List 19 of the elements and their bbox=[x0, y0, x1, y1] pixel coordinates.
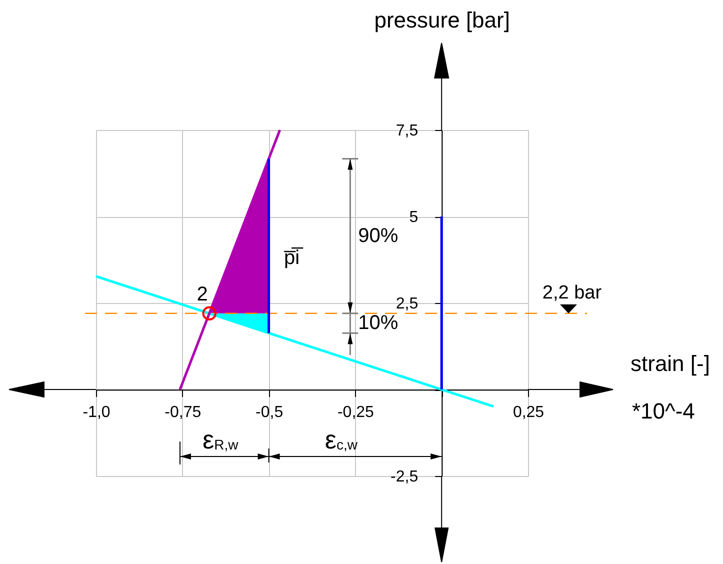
x-tick-label: 0,25 bbox=[512, 404, 544, 421]
x-tick-label: -0,75 bbox=[164, 404, 202, 421]
x-tick-label: -1,0 bbox=[82, 404, 110, 421]
x-tick-label: -0,5 bbox=[256, 404, 284, 421]
annotation: εR,w bbox=[202, 424, 240, 454]
annotation: 10% bbox=[358, 312, 398, 334]
x-axis-title: strain [-] bbox=[630, 351, 710, 376]
y-tick-label: -2,5 bbox=[390, 468, 418, 486]
y-tick-label: 5 bbox=[409, 209, 418, 226]
text: *10^-4 bbox=[632, 398, 695, 423]
y-tick-label: 2,5 bbox=[396, 296, 418, 312]
annotation: 90% bbox=[358, 225, 398, 248]
annotation: εc,w bbox=[324, 424, 358, 454]
annotation: 2 bbox=[196, 283, 208, 306]
ref-line-label: 2,2 bar bbox=[542, 282, 602, 303]
x-tick-label: -0,25 bbox=[337, 404, 374, 421]
annotation: p̅i̅ bbox=[284, 246, 304, 270]
y-axis-title: pressure [bar] bbox=[374, 8, 510, 32]
y-tick-label: 7,5 bbox=[396, 122, 418, 140]
